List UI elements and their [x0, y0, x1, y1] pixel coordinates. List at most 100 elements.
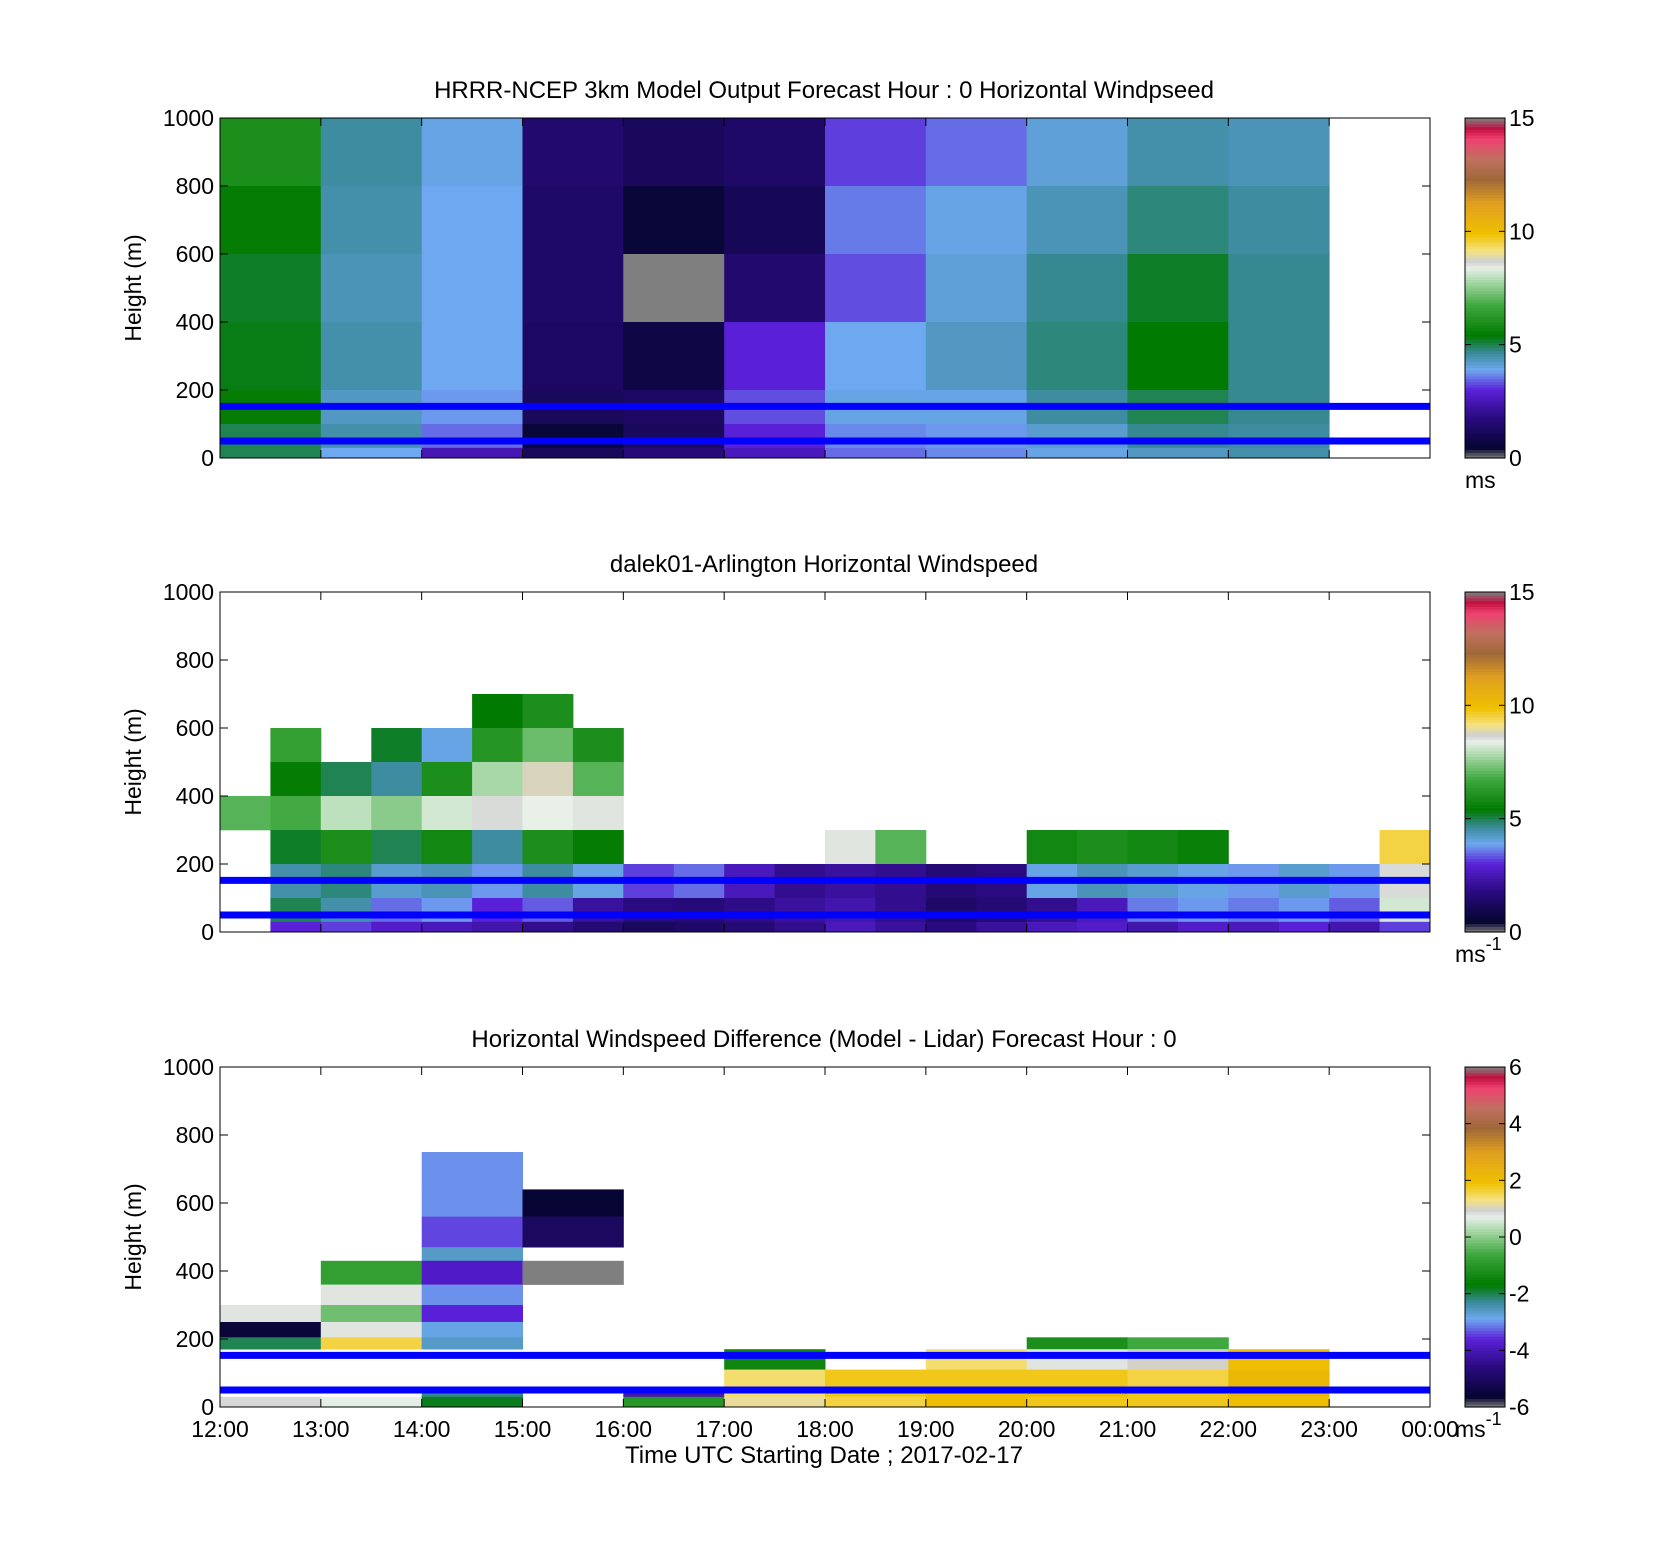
y-axis-label: Height (m) [120, 1183, 146, 1290]
colorbar-segment [1465, 852, 1505, 857]
colorbar-segment [1465, 1239, 1505, 1244]
panel-title: dalek01-Arlington Horizontal Windspeed [610, 551, 1038, 578]
heatmap-cell [623, 1396, 725, 1408]
heatmap-cell [270, 796, 322, 831]
colorbar-segment [1465, 1154, 1505, 1159]
colorbar-segment [1465, 350, 1505, 354]
colorbar-segment [1465, 872, 1505, 876]
colorbar-segment [1465, 1115, 1505, 1119]
colorbar-segment [1465, 708, 1505, 712]
colorbar-segment [1465, 801, 1505, 806]
heatmap-cell [220, 118, 322, 187]
colorbar-segment [1465, 163, 1505, 167]
colorbar-segment [1465, 1177, 1505, 1181]
colorbar-segment [1465, 1197, 1505, 1201]
colorbar-segment [1465, 909, 1505, 913]
colorbar-segment [1465, 1174, 1505, 1179]
colorbar-segment [1465, 1392, 1505, 1397]
x-tick-label: 15:00 [494, 1416, 552, 1442]
colorbar-segment [1465, 637, 1505, 641]
heatmap-cell [1026, 1396, 1128, 1408]
colorbar-segment [1465, 1129, 1505, 1133]
colorbar-segment [1465, 1183, 1505, 1187]
colorbar-segment [1465, 265, 1505, 269]
heatmap-cell [421, 1216, 523, 1248]
colorbar-segment [1465, 1205, 1505, 1210]
colorbar-tick-label: 15 [1509, 105, 1535, 131]
heatmap-cell [1026, 186, 1128, 255]
colorbar-segment [1465, 140, 1505, 145]
colorbar-segment [1465, 166, 1505, 170]
colorbar-segment [1465, 370, 1505, 374]
colorbar-segment [1465, 364, 1505, 368]
heatmap-cell [522, 694, 574, 729]
colorbar-segment [1465, 1101, 1505, 1105]
colorbar-segment [1465, 1160, 1505, 1164]
colorbar-segment [1465, 171, 1505, 176]
heatmap-cell [522, 186, 624, 255]
colorbar-segment [1465, 844, 1505, 848]
heatmap-cell [522, 118, 624, 187]
colorbar-segment [1465, 256, 1505, 261]
heatmap-cell [320, 1337, 423, 1350]
colorbar-segment [1465, 728, 1505, 732]
colorbar-segment [1465, 242, 1505, 247]
colorbar-segment [1465, 1339, 1505, 1343]
heatmap-cell [1228, 921, 1280, 933]
colorbar-segment [1465, 688, 1505, 692]
heatmap-cell [572, 728, 624, 763]
colorbar-segment [1465, 668, 1505, 672]
heatmap-cell [1127, 921, 1179, 933]
colorbar-segment [1465, 827, 1505, 831]
colorbar-segment [1465, 858, 1505, 862]
colorbar-segment [1465, 1353, 1505, 1357]
heatmap-cell [421, 1247, 523, 1262]
colorbar-segment [1465, 1330, 1505, 1334]
colorbar-segment [1465, 1356, 1505, 1360]
colorbar-segment [1465, 421, 1505, 425]
colorbar-segment [1465, 875, 1505, 879]
heatmap-cell [1177, 921, 1229, 933]
colorbar-segment [1465, 770, 1505, 774]
colorbar-segment [1465, 696, 1505, 701]
colorbar-segment [1465, 1191, 1505, 1196]
colorbar-unit-base: ms [1455, 1416, 1486, 1442]
colorbar-segment [1465, 1324, 1505, 1329]
colorbar-segment [1465, 149, 1505, 153]
heatmap-cell [421, 254, 523, 323]
x-tick-label: 12:00 [191, 1416, 249, 1442]
heatmap-cell [673, 921, 725, 933]
colorbar-segment [1465, 648, 1505, 653]
panel-title: Horizontal Windspeed Difference (Model -… [471, 1026, 1176, 1053]
heatmap-cell [421, 1260, 523, 1285]
colorbar-segment [1465, 412, 1505, 417]
colorbar-segment [1465, 725, 1505, 729]
heatmap-cell [472, 762, 523, 797]
colorbar-segment [1465, 282, 1505, 286]
colorbar-segment [1465, 1344, 1505, 1349]
y-tick-label: 200 [176, 851, 214, 877]
colorbar-unit: ms [1465, 467, 1496, 493]
colorbar-segment [1465, 446, 1505, 451]
heatmap-cell [825, 921, 876, 933]
colorbar-segment [1465, 316, 1505, 320]
colorbar-segment [1465, 160, 1505, 164]
heatmap-cell [220, 1305, 322, 1323]
colorbar-segment [1465, 1123, 1505, 1128]
colorbar-tick-label: 0 [1509, 1224, 1522, 1250]
y-tick-label: 800 [176, 647, 214, 673]
colorbar-segment [1465, 886, 1505, 891]
colorbar-segment [1465, 211, 1505, 215]
colorbar-segment [1465, 254, 1505, 258]
heatmap-cell [421, 1322, 523, 1338]
y-tick-label: 1000 [163, 105, 214, 131]
colorbar-segment [1465, 299, 1505, 303]
colorbar-segment [1465, 906, 1505, 910]
y-tick-label: 400 [176, 783, 214, 809]
heatmap-cell [320, 1305, 423, 1323]
colorbar-segment [1465, 1214, 1505, 1218]
y-tick-label: 200 [176, 1326, 214, 1352]
colorbar-segment [1465, 177, 1505, 181]
heatmap-cell [371, 830, 423, 865]
colorbar-segment [1465, 353, 1505, 357]
